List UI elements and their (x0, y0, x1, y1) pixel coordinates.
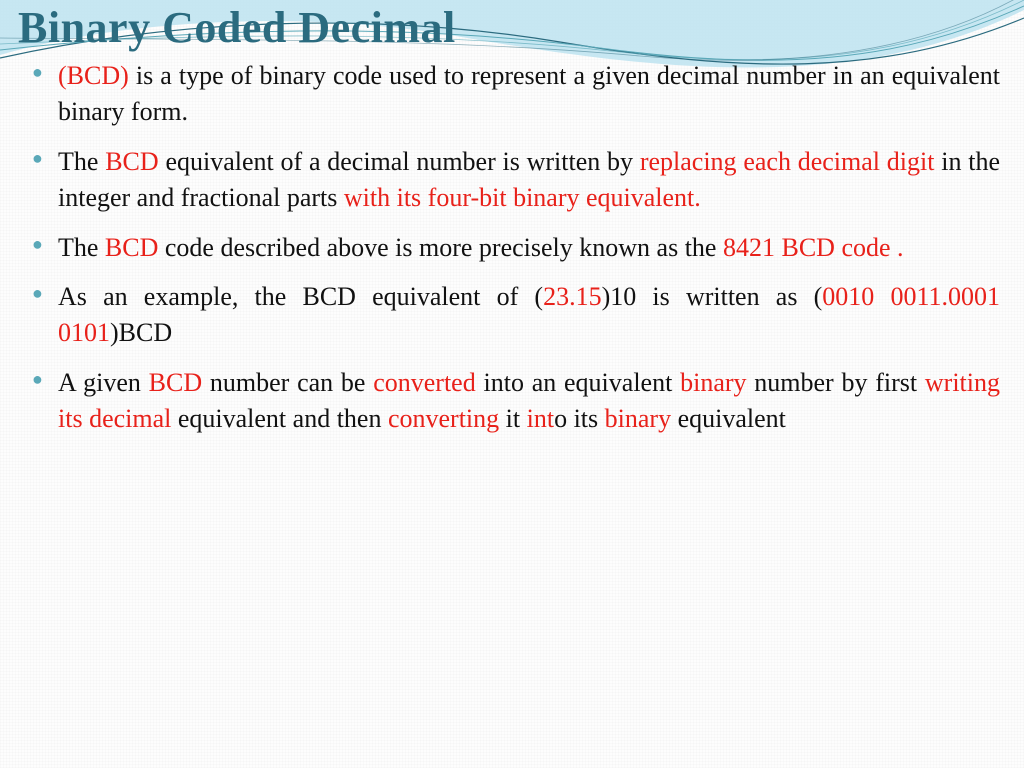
highlight-text: with its four-bit binary equivalent. (344, 183, 701, 212)
slide-body: (BCD) is a type of binary code used to r… (28, 58, 1000, 451)
highlight-text: BCD (149, 368, 202, 397)
highlight-text: binary (605, 404, 671, 433)
highlight-text: (BCD) (58, 61, 129, 90)
body-text: A given (58, 368, 149, 397)
body-text: equivalent and then (171, 404, 388, 433)
slide-title: Binary Coded Decimal (18, 2, 456, 53)
highlight-text: binary (680, 368, 746, 397)
highlight-text: 8421 BCD code . (723, 233, 904, 262)
body-text: As an example, the BCD equivalent of ( (58, 282, 543, 311)
bullet-item: The BCD code described above is more pre… (28, 230, 1000, 266)
highlight-text: 23.15 (543, 282, 602, 311)
highlight-text: converted (373, 368, 476, 397)
highlight-text: replacing each decimal digit (640, 147, 935, 176)
body-text: is a type of binary code used to represe… (58, 61, 1000, 126)
highlight-text: BCD (105, 233, 158, 262)
body-text: code described above is more precisely k… (158, 233, 723, 262)
bullet-item: A given BCD number can be converted into… (28, 365, 1000, 437)
bullet-item: As an example, the BCD equivalent of (23… (28, 279, 1000, 351)
body-text: The (58, 233, 105, 262)
bullet-list: (BCD) is a type of binary code used to r… (28, 58, 1000, 437)
body-text: )10 is written as ( (602, 282, 823, 311)
highlight-text: BCD (105, 147, 158, 176)
body-text: )BCD (110, 318, 172, 347)
bullet-item: (BCD) is a type of binary code used to r… (28, 58, 1000, 130)
body-text: number can be (202, 368, 373, 397)
body-text: o its (554, 404, 605, 433)
highlight-text: int (527, 404, 554, 433)
body-text: equivalent of a decimal number is writte… (159, 147, 640, 176)
body-text: equivalent (671, 404, 786, 433)
body-text: number by first (747, 368, 925, 397)
highlight-text: converting (388, 404, 499, 433)
body-text: The (58, 147, 105, 176)
body-text: into an equivalent (476, 368, 680, 397)
body-text: it (499, 404, 526, 433)
bullet-item: The BCD equivalent of a decimal number i… (28, 144, 1000, 216)
